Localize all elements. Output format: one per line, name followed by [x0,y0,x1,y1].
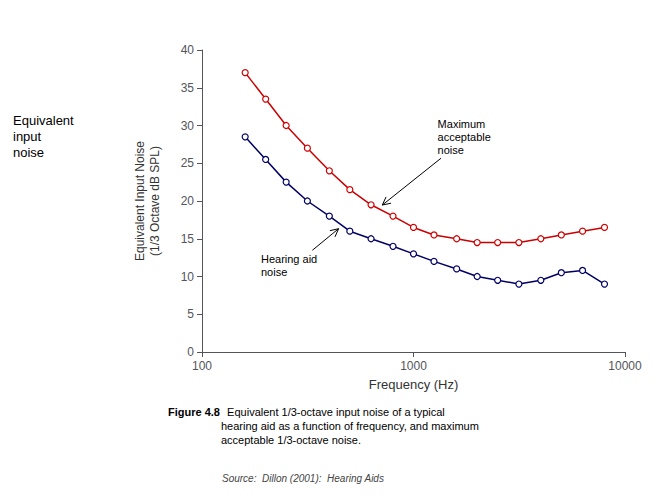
svg-text:5: 5 [187,307,194,321]
svg-text:25: 25 [181,156,195,170]
svg-text:1000: 1000 [400,359,427,373]
svg-text:Source: Dillon (2001): Heari: Source: Dillon (2001): Hearing Aids [222,473,384,484]
svg-text:noise: noise [13,145,44,160]
svg-text:acceptable 1/3-octave noise.: acceptable 1/3-octave noise. [221,434,361,446]
svg-text:noise: noise [261,266,287,278]
svg-text:Figure 4.8: Figure 4.8 [168,406,220,418]
svg-text:40: 40 [181,43,195,57]
svg-text:hearing aid as a function of f: hearing aid as a function of frequency, … [221,420,479,432]
svg-text:(1/3 Octave dB SPL): (1/3 Octave dB SPL) [148,146,162,256]
svg-text:Hearing aid: Hearing aid [261,253,317,265]
svg-text:Equivalent Input Noise: Equivalent Input Noise [133,141,147,261]
svg-text:Equivalent 1/3-octave input no: Equivalent 1/3-octave input noise of a t… [221,406,445,418]
svg-text:10000: 10000 [608,359,642,373]
svg-text:acceptable: acceptable [438,131,491,143]
svg-text:input: input [13,129,42,144]
svg-text:35: 35 [181,81,195,95]
svg-text:0: 0 [187,345,194,359]
svg-text:10: 10 [181,270,195,284]
svg-text:noise: noise [438,144,464,156]
svg-text:Maximum: Maximum [438,118,486,130]
svg-text:Equivalent: Equivalent [13,113,74,128]
svg-text:100: 100 [192,359,212,373]
svg-text:15: 15 [181,232,195,246]
svg-text:20: 20 [181,194,195,208]
svg-text:30: 30 [181,119,195,133]
svg-text:Frequency (Hz): Frequency (Hz) [369,377,459,392]
